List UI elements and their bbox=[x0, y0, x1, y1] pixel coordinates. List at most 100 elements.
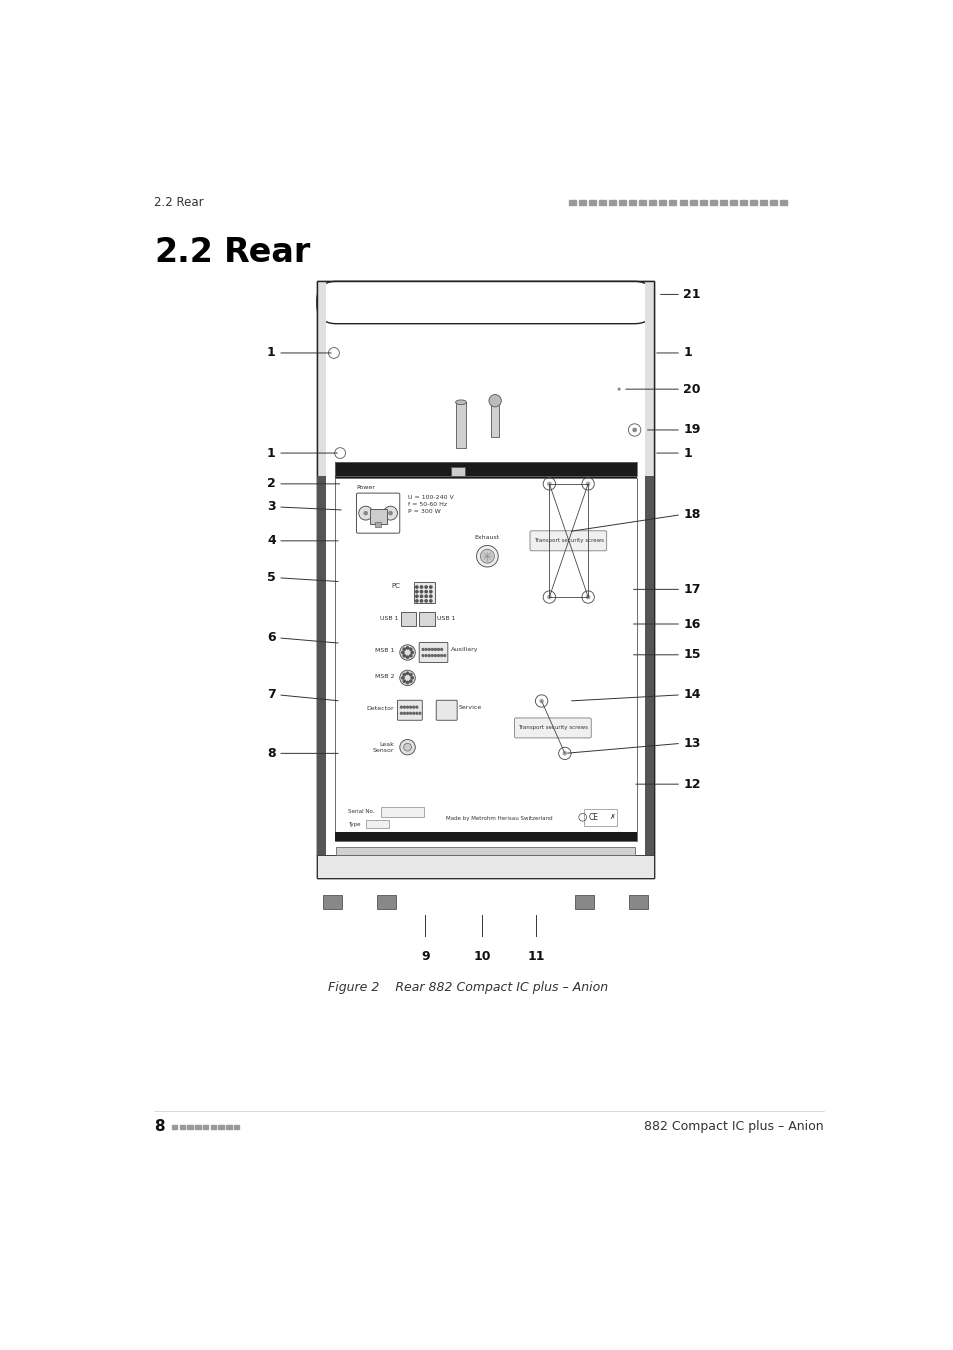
Text: 14: 14 bbox=[682, 688, 700, 702]
Circle shape bbox=[403, 713, 405, 714]
Text: 13: 13 bbox=[682, 737, 700, 749]
Circle shape bbox=[413, 713, 415, 714]
Ellipse shape bbox=[456, 400, 466, 405]
Circle shape bbox=[420, 590, 422, 593]
Text: 1: 1 bbox=[267, 447, 275, 459]
Text: 11: 11 bbox=[527, 949, 544, 963]
Circle shape bbox=[416, 590, 417, 593]
Bar bbox=[639, 200, 645, 205]
Text: 21: 21 bbox=[682, 288, 700, 301]
Text: Auxiliary: Auxiliary bbox=[451, 647, 478, 652]
Bar bbox=[456, 402, 465, 448]
Text: 15: 15 bbox=[682, 648, 700, 662]
Circle shape bbox=[358, 506, 373, 520]
Bar bbox=[749, 200, 757, 205]
Bar bbox=[709, 200, 716, 205]
Bar bbox=[369, 509, 386, 524]
Bar bbox=[760, 200, 766, 205]
Circle shape bbox=[437, 655, 439, 656]
Text: Exhaust: Exhaust bbox=[475, 535, 499, 540]
Bar bbox=[659, 200, 666, 205]
Text: Made by Metrohm Herisau Switzerland: Made by Metrohm Herisau Switzerland bbox=[445, 817, 552, 821]
Circle shape bbox=[429, 599, 432, 602]
Bar bbox=[618, 200, 625, 205]
Circle shape bbox=[418, 713, 420, 714]
Bar bbox=[649, 200, 656, 205]
Circle shape bbox=[617, 387, 620, 390]
Bar bbox=[699, 200, 706, 205]
Circle shape bbox=[400, 706, 402, 709]
Circle shape bbox=[424, 590, 427, 593]
Circle shape bbox=[428, 655, 430, 656]
Bar bbox=[377, 895, 395, 909]
Bar bbox=[740, 200, 746, 205]
Bar bbox=[598, 200, 605, 205]
Bar bbox=[629, 200, 636, 205]
Bar bbox=[335, 462, 637, 478]
Bar bbox=[172, 1125, 177, 1129]
Text: 9: 9 bbox=[420, 949, 429, 963]
Bar bbox=[769, 200, 777, 205]
Circle shape bbox=[420, 595, 422, 598]
Circle shape bbox=[443, 655, 445, 656]
Circle shape bbox=[406, 713, 408, 714]
Circle shape bbox=[363, 510, 368, 516]
Circle shape bbox=[383, 506, 397, 520]
Circle shape bbox=[434, 648, 436, 651]
Circle shape bbox=[399, 670, 415, 686]
Circle shape bbox=[428, 648, 430, 651]
Circle shape bbox=[388, 510, 393, 516]
FancyBboxPatch shape bbox=[418, 643, 447, 663]
Circle shape bbox=[399, 740, 415, 755]
Circle shape bbox=[406, 647, 408, 649]
Circle shape bbox=[538, 699, 543, 703]
Text: 2.2: 2.2 bbox=[154, 236, 213, 270]
Circle shape bbox=[416, 713, 417, 714]
Bar bbox=[375, 522, 381, 526]
Circle shape bbox=[411, 676, 413, 679]
Circle shape bbox=[406, 682, 408, 683]
Circle shape bbox=[401, 651, 404, 653]
Circle shape bbox=[424, 599, 427, 602]
Circle shape bbox=[420, 599, 422, 602]
Text: 20: 20 bbox=[682, 382, 700, 396]
Circle shape bbox=[562, 751, 567, 756]
Bar bbox=[491, 402, 498, 437]
Text: 1: 1 bbox=[267, 347, 275, 359]
FancyBboxPatch shape bbox=[316, 281, 654, 324]
Circle shape bbox=[429, 590, 432, 593]
Circle shape bbox=[416, 586, 417, 589]
Text: USB 1: USB 1 bbox=[379, 616, 397, 621]
Circle shape bbox=[403, 648, 405, 651]
Circle shape bbox=[406, 706, 408, 709]
Circle shape bbox=[421, 648, 423, 651]
Text: ✗: ✗ bbox=[609, 814, 615, 821]
Bar bbox=[335, 462, 637, 477]
Bar bbox=[195, 1125, 200, 1129]
Circle shape bbox=[424, 586, 427, 589]
Text: 2: 2 bbox=[267, 478, 275, 490]
Bar bbox=[720, 200, 726, 205]
Circle shape bbox=[416, 599, 417, 602]
Bar bbox=[608, 200, 616, 205]
Text: Figure 2    Rear 882 Compact IC plus – Anion: Figure 2 Rear 882 Compact IC plus – Anio… bbox=[328, 981, 608, 994]
Text: Transport security screws: Transport security screws bbox=[517, 725, 588, 730]
Circle shape bbox=[431, 655, 433, 656]
Bar bbox=[689, 200, 696, 205]
Text: Transport security screws: Transport security screws bbox=[533, 537, 603, 543]
Circle shape bbox=[434, 655, 436, 656]
Bar bbox=[669, 200, 676, 205]
Circle shape bbox=[416, 595, 417, 598]
Circle shape bbox=[403, 744, 411, 751]
Text: 882 Compact IC plus – Anion: 882 Compact IC plus – Anion bbox=[643, 1119, 822, 1133]
Text: 8: 8 bbox=[267, 747, 275, 760]
Text: PC: PC bbox=[391, 582, 399, 589]
Circle shape bbox=[425, 655, 427, 656]
Circle shape bbox=[585, 482, 590, 486]
Circle shape bbox=[403, 655, 405, 657]
Circle shape bbox=[409, 655, 412, 657]
Circle shape bbox=[421, 655, 423, 656]
Bar bbox=[335, 462, 637, 477]
Circle shape bbox=[409, 713, 411, 714]
Bar bbox=[578, 200, 585, 205]
